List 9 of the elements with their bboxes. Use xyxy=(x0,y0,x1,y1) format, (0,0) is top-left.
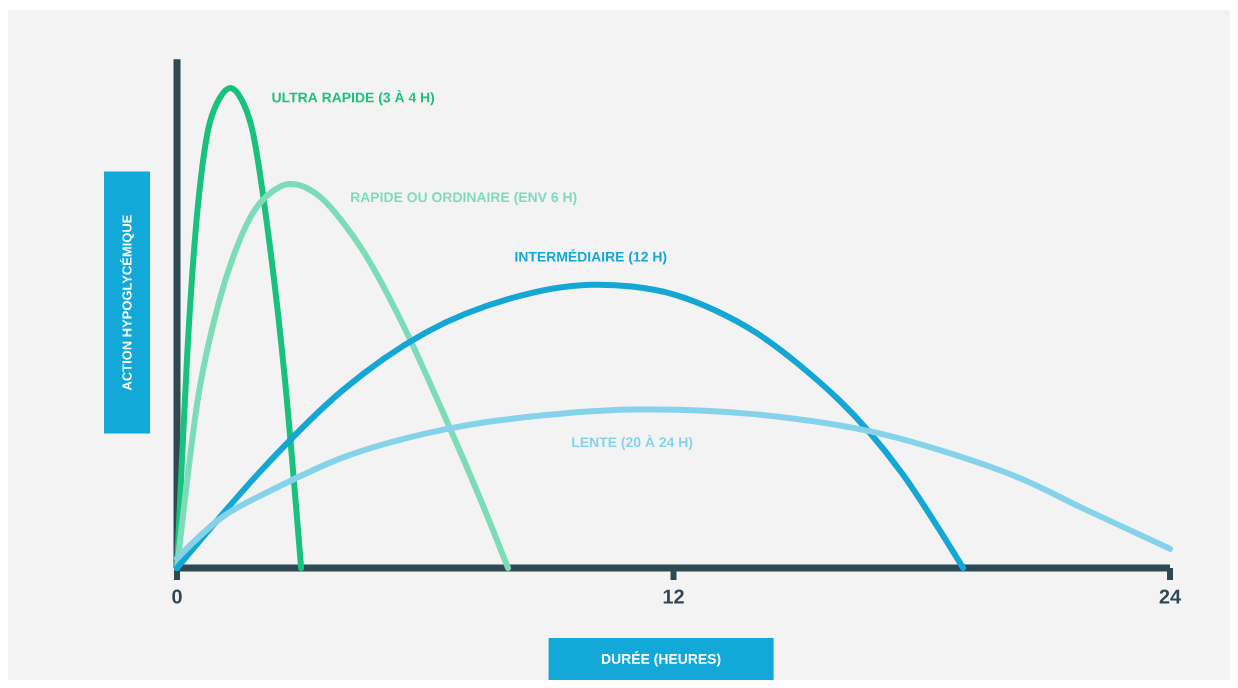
series-label: RAPIDE OU ORDINAIRE (ENV 6 H) xyxy=(351,191,577,205)
series-label: INTERMÉDIAIRE (12 H) xyxy=(515,249,667,265)
series-label: LENTE (20 À 24 H) xyxy=(572,434,693,450)
x-axis-title: DURÉE (HEURES) xyxy=(601,651,721,667)
x-tick-label: 0 xyxy=(172,589,182,604)
y-axis-title: ACTION HYPOGLYCÉMIQUE xyxy=(119,215,135,391)
x-tick-label: 12 xyxy=(663,589,684,604)
series-label: ULTRA RAPIDE (3 À 4 H) xyxy=(272,89,435,106)
x-tick-label: 24 xyxy=(1159,589,1181,604)
